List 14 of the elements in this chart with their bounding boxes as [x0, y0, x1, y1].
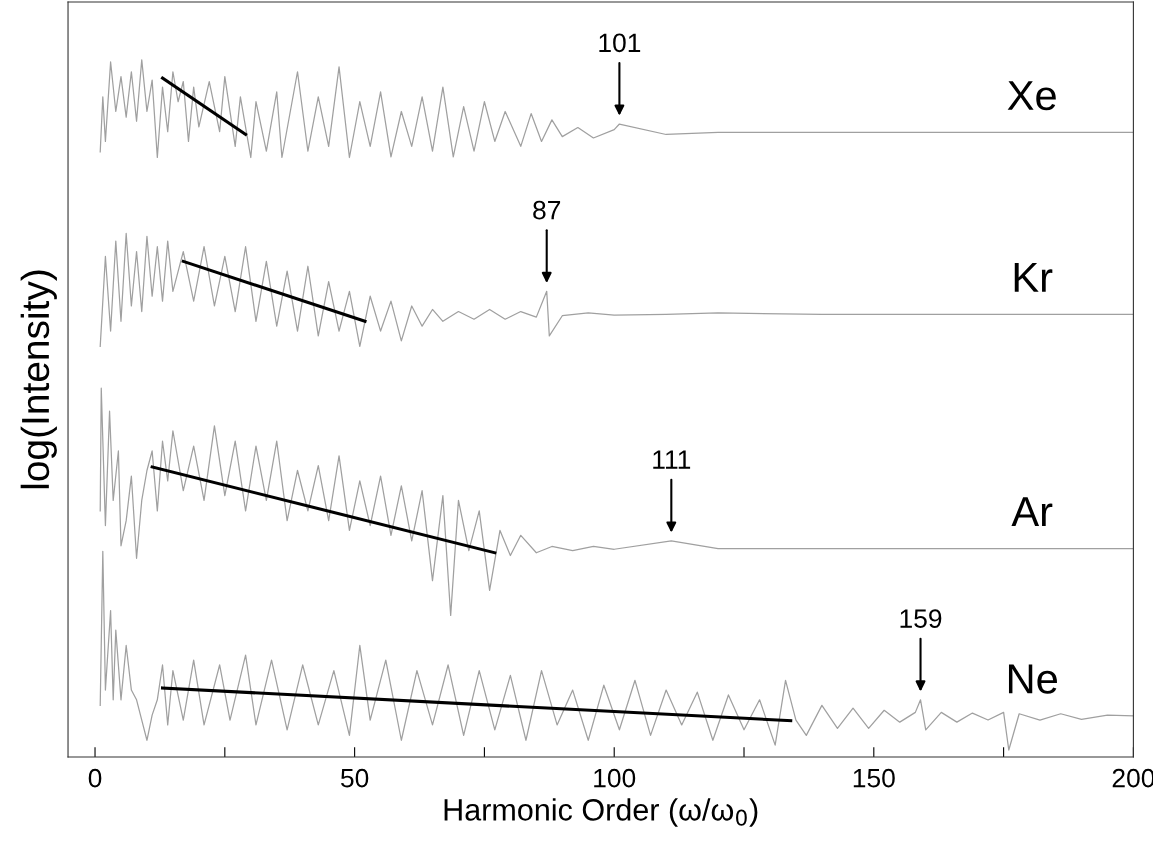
series-label: Kr — [1014, 263, 1053, 292]
x-tick-label: 50 — [341, 768, 369, 788]
x-tick-label: 0 — [88, 768, 102, 788]
series-label: Ar — [1011, 497, 1053, 526]
annotation: 87 — [533, 200, 561, 220]
x-tick-label: 100 — [594, 768, 636, 788]
annotation: 111 — [653, 450, 691, 469]
series-label: Ne — [1008, 664, 1057, 694]
y-axis-title: log(Intensity) — [20, 270, 57, 489]
series-label: Xe — [1007, 81, 1056, 111]
annotation: 101 — [599, 33, 641, 53]
x-axis-title: Harmonic Order (ω/ω$_{0}$) — [444, 798, 758, 827]
x-tick-label: 150 — [853, 768, 895, 788]
annotation: 159 — [900, 609, 942, 628]
